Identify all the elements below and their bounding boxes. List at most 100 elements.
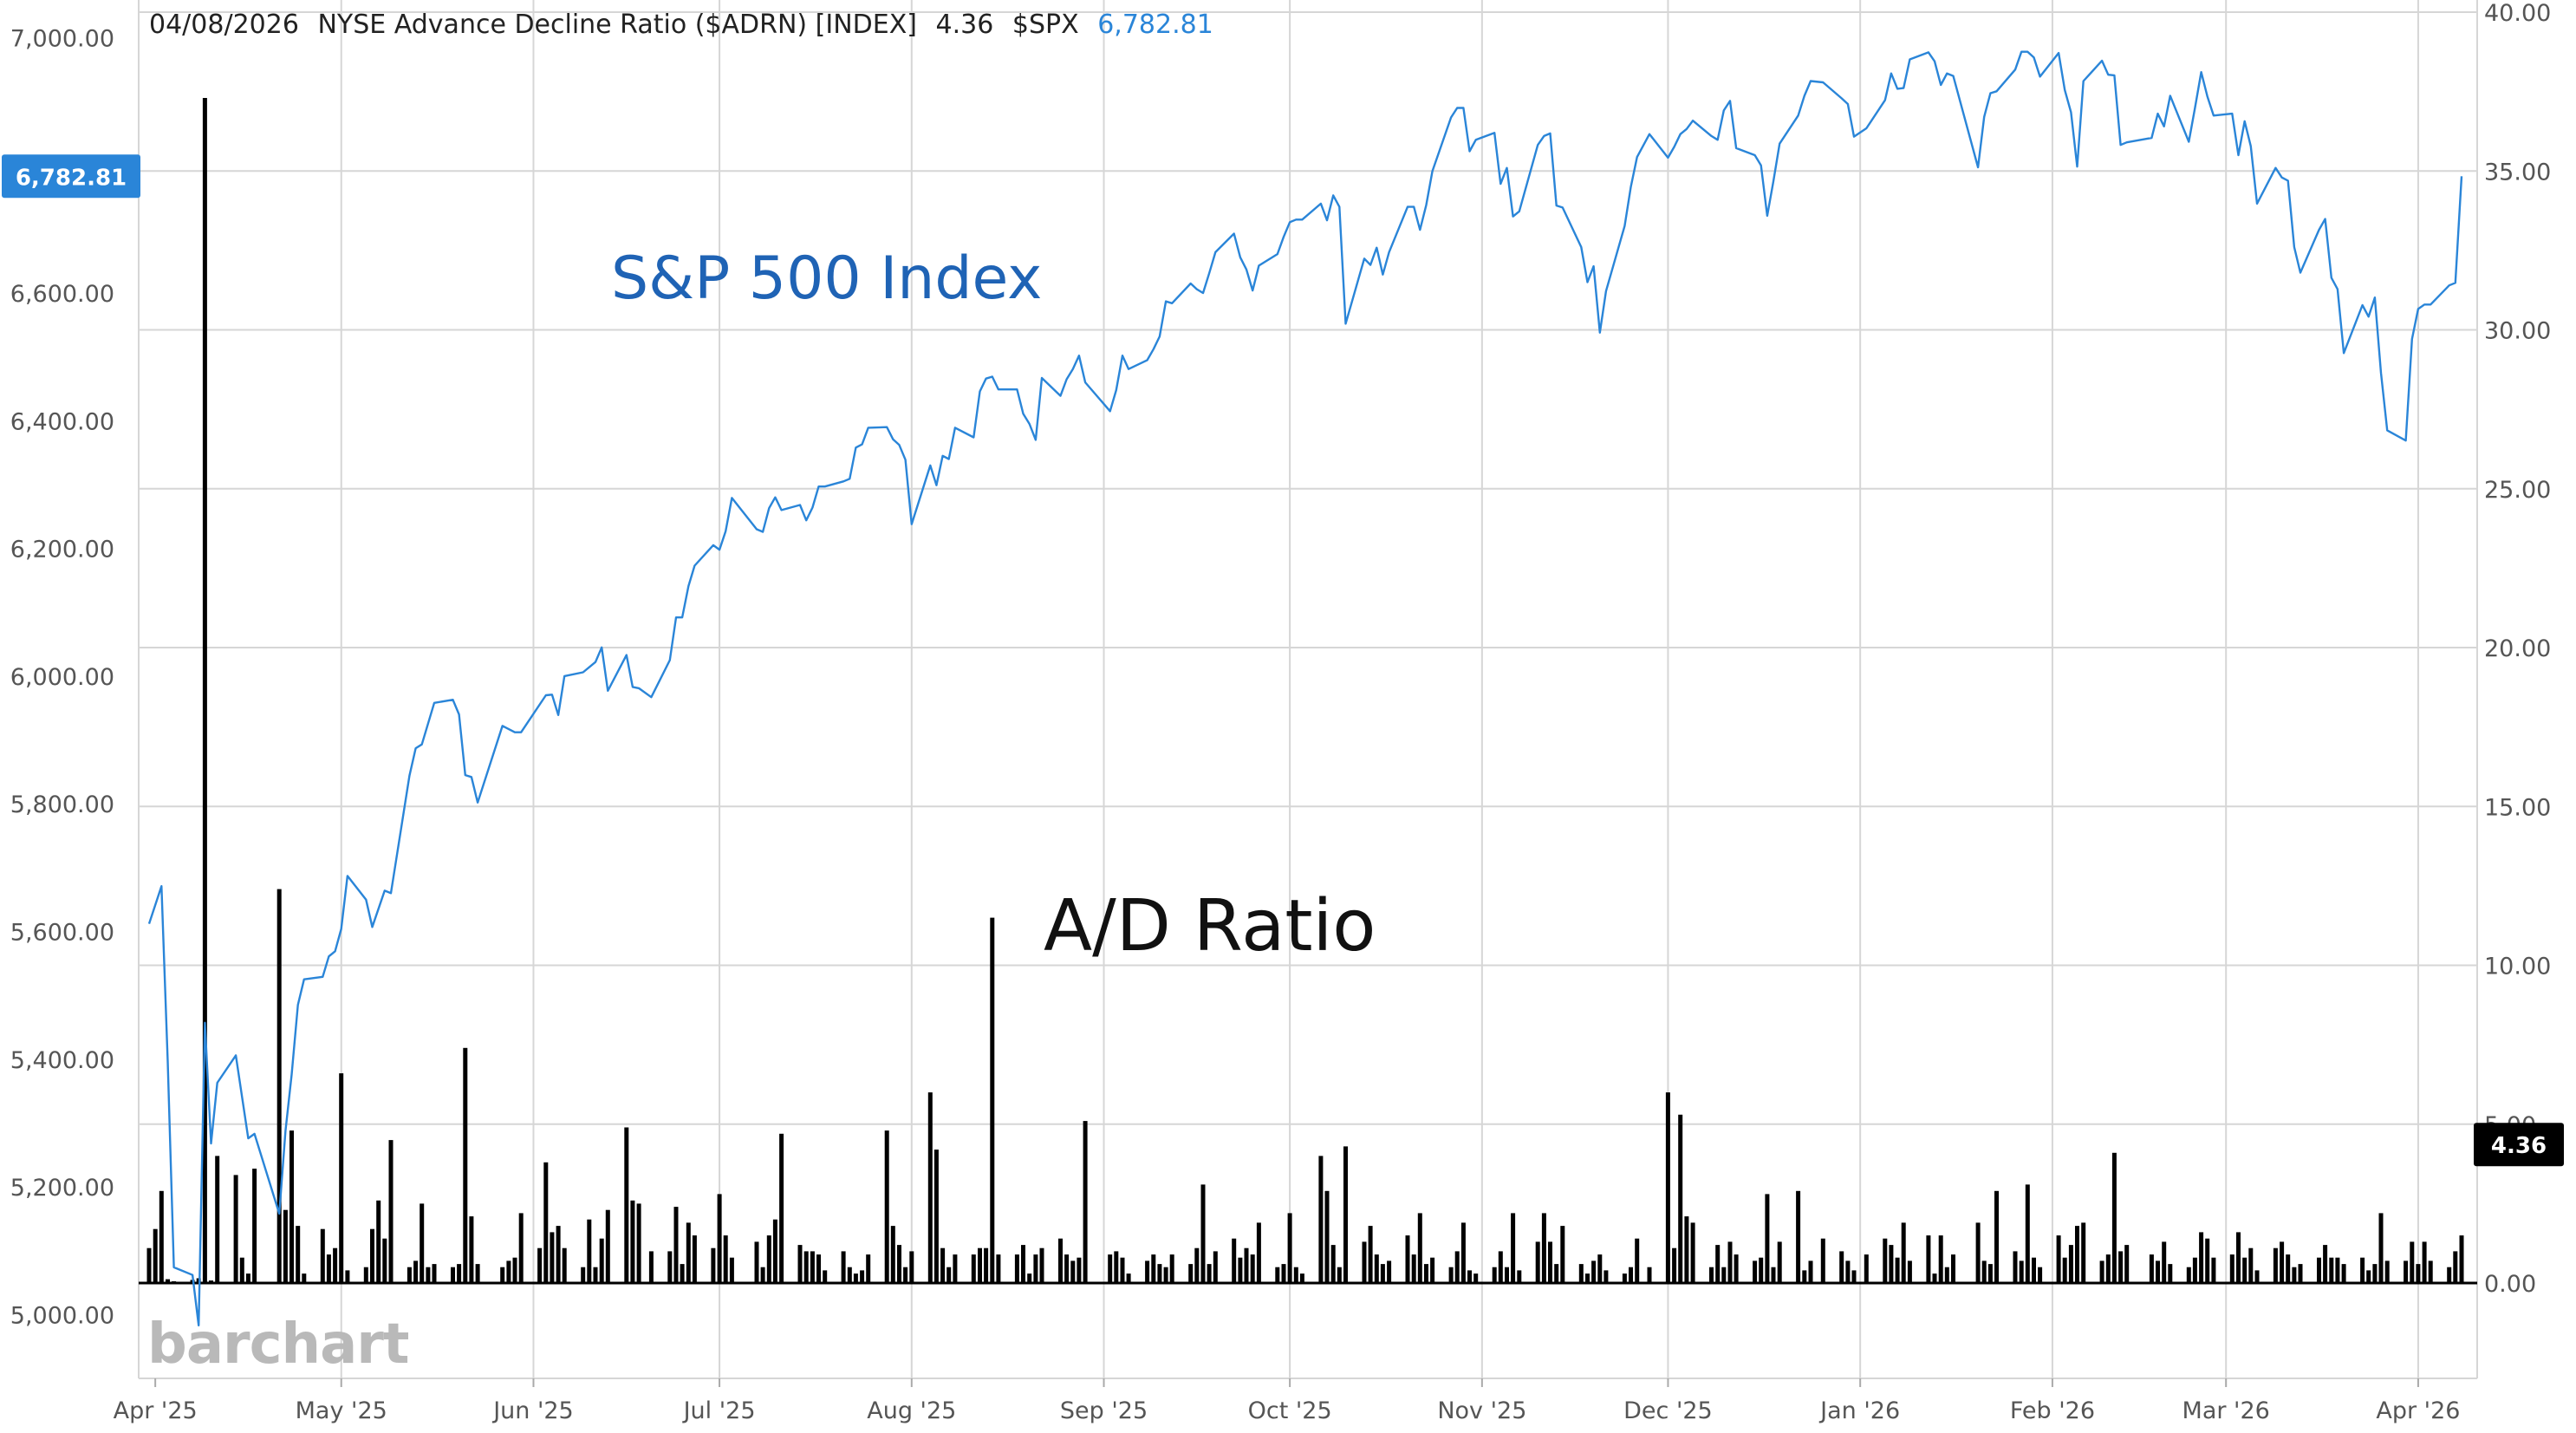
ad-bar (1343, 1146, 1348, 1283)
ad-bar (723, 1235, 728, 1284)
y-right-tick-label: 20.00 (2484, 635, 2551, 662)
ad-bar (1777, 1241, 1782, 1283)
ad-bar (426, 1267, 431, 1283)
header-date: 04/08/2026 (149, 10, 299, 40)
ad-bar (1213, 1251, 1218, 1284)
adrn-last-badge-box (2474, 1123, 2564, 1167)
ad-bar (1151, 1254, 1156, 1284)
ad-bar (159, 1190, 164, 1284)
ad-bar (2025, 1184, 2030, 1283)
ad-bar (2447, 1267, 2452, 1283)
ad-bar (1244, 1247, 1249, 1283)
ad-bar (1864, 1254, 1869, 1284)
ad-bar (766, 1235, 771, 1284)
ad-bar (1405, 1235, 1410, 1284)
ad-bar (1889, 1245, 1894, 1284)
ad-bar (953, 1254, 958, 1284)
ad-bar (407, 1267, 412, 1283)
ad-bar (2081, 1222, 2086, 1283)
ad-bar (648, 1251, 654, 1284)
ad-bar (2162, 1241, 2167, 1283)
x-axis: Apr '25 May '25 Jun '25 Jul '25 Aug '25 Sep '… (114, 1378, 2460, 1424)
ad-bar (1734, 1254, 1739, 1284)
ad-bar (1064, 1254, 1070, 1284)
ad-bar (370, 1228, 374, 1283)
ad-bar (1932, 1273, 1937, 1284)
ad-bar (1690, 1222, 1695, 1283)
ad-bar (1851, 1270, 1857, 1284)
ad-bar (1578, 1264, 1584, 1284)
ad-bar (1058, 1238, 1063, 1283)
ad-bar (233, 1175, 238, 1283)
ad-bar (667, 1251, 673, 1284)
ad-bar (729, 1257, 734, 1283)
ad-bar (2378, 1213, 2384, 1283)
ad-bar (2453, 1251, 2458, 1284)
ad-bar (823, 1270, 828, 1284)
ad-bar (1430, 1257, 1435, 1283)
ad-bar (2038, 1267, 2043, 1283)
ad-bar (1629, 1267, 1633, 1283)
adrn-last-badge: 4.36 (2474, 1123, 2564, 1167)
ad-bar (363, 1267, 368, 1283)
ad-bar (2205, 1238, 2210, 1283)
ad-bar (2280, 1241, 2285, 1283)
ad-bar (388, 1140, 394, 1283)
ad-bar (2273, 1247, 2278, 1283)
ad-bar (630, 1200, 635, 1284)
ad-bar (2013, 1251, 2018, 1284)
ad-bar (2199, 1232, 2204, 1283)
ad-bar (1548, 1241, 1552, 1283)
ad-bar (1535, 1241, 1540, 1283)
ad-bar (339, 1073, 344, 1283)
x-tick-label: Aug '25 (867, 1397, 956, 1424)
ad-bar (1207, 1264, 1212, 1284)
ad-bar (1126, 1273, 1131, 1284)
ad-bar (537, 1247, 543, 1283)
ad-bar (2105, 1254, 2111, 1284)
ad-bar (1039, 1247, 1044, 1283)
ad-bar (909, 1251, 914, 1284)
ad-bar (239, 1257, 244, 1283)
spx-line-group (147, 50, 2463, 1327)
ad-bar (810, 1251, 815, 1284)
spx-last-badge-text: 6,782.81 (16, 165, 127, 191)
x-tick-label: Oct '25 (1248, 1397, 1332, 1424)
ad-bar (1709, 1267, 1714, 1283)
ad-bar (1194, 1247, 1200, 1283)
ad-bar (506, 1260, 511, 1284)
ad-bar (927, 1092, 933, 1283)
ad-bar (252, 1169, 257, 1283)
ad-bar (1448, 1267, 1454, 1283)
ad-bar (276, 889, 282, 1284)
ad-bar (1070, 1260, 1076, 1284)
y-left-tick-label: 6,000.00 (10, 664, 114, 691)
ad-bar (946, 1267, 952, 1283)
ad-annotation: A/D Ratio (1044, 885, 1376, 967)
ad-bar (890, 1226, 895, 1284)
ad-bar (2254, 1270, 2260, 1284)
header-adrn-value: 4.36 (936, 10, 994, 40)
ad-bar (1541, 1213, 1546, 1283)
ad-bar (382, 1238, 387, 1283)
ad-bar (2459, 1235, 2464, 1284)
y-right-tick-label: 25.00 (2484, 477, 2551, 504)
ad-bar (1678, 1114, 1683, 1284)
ad-bar (2422, 1241, 2427, 1283)
ad-bar (1083, 1121, 1088, 1283)
ad-bar (593, 1267, 598, 1283)
y-left-tick-label: 6,600.00 (10, 281, 114, 308)
ad-bar (1597, 1254, 1603, 1284)
ad-bar (1293, 1267, 1298, 1283)
ad-bar (581, 1267, 586, 1283)
header-spx-value: 6,782.81 (1097, 10, 1213, 40)
ad-bar (1299, 1273, 1304, 1284)
ad-bar (2404, 1260, 2409, 1284)
ad-bar (512, 1257, 517, 1283)
ad-bar (1460, 1222, 1466, 1283)
x-tick-label: Feb '26 (2010, 1397, 2095, 1424)
ad-bar (1511, 1213, 1516, 1283)
x-tick-label: May '25 (296, 1397, 387, 1424)
ad-bar (2168, 1264, 2173, 1284)
